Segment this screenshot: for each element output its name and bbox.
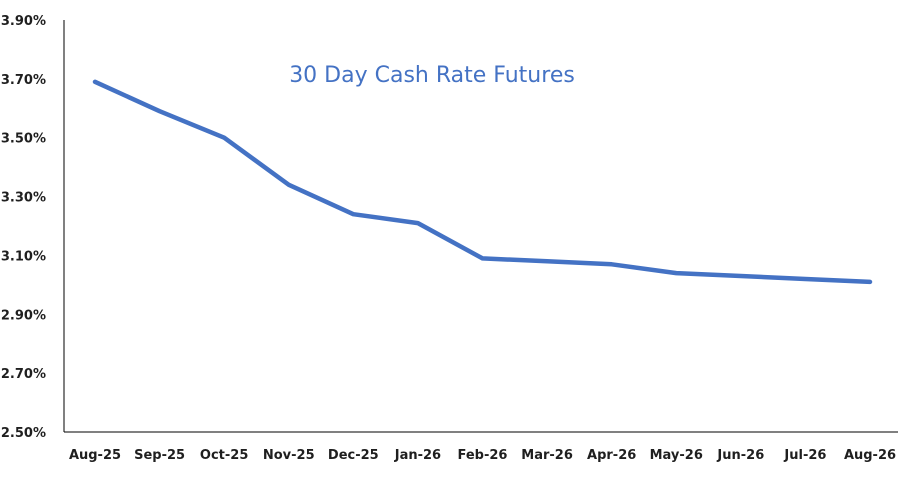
x-tick-label: Aug-26 bbox=[844, 448, 896, 463]
y-tick-labels: 2.50% 2.70% 2.90% 3.10% 3.30% 3.50% 3.70% 3.90% bbox=[1, 14, 46, 441]
x-tick-label: Jan-26 bbox=[394, 448, 441, 463]
y-tick-label: 3.30% bbox=[1, 191, 46, 206]
x-tick-label: Aug-25 bbox=[69, 448, 121, 463]
series-group bbox=[92, 79, 873, 285]
x-tick-label: Mar-26 bbox=[521, 448, 573, 463]
y-tick-label: 2.50% bbox=[1, 426, 46, 441]
y-tick-label: 3.90% bbox=[1, 14, 46, 29]
x-tick-label: Jun-26 bbox=[716, 448, 764, 463]
x-tick-label: Nov-25 bbox=[263, 448, 315, 463]
x-tick-label: May-26 bbox=[650, 448, 703, 463]
chart-title: 30 Day Cash Rate Futures bbox=[289, 63, 575, 88]
x-tick-label: Dec-25 bbox=[328, 448, 379, 463]
y-tick-label: 2.70% bbox=[1, 367, 46, 382]
series-line bbox=[92, 79, 873, 285]
y-tick-label: 3.10% bbox=[1, 249, 46, 264]
x-tick-label: Jul-26 bbox=[783, 448, 826, 463]
x-tick-label: Feb-26 bbox=[458, 448, 508, 463]
y-tick-label: 3.70% bbox=[1, 73, 46, 88]
x-tick-label: Sep-25 bbox=[134, 448, 185, 463]
y-tick-label: 3.50% bbox=[1, 132, 46, 147]
axes bbox=[63, 20, 898, 433]
x-tick-labels: Aug-25 Sep-25 Oct-25 Nov-25 Dec-25 Jan-26 Feb-… bbox=[69, 448, 896, 463]
x-tick-label: Apr-26 bbox=[587, 448, 636, 463]
y-tick-label: 2.90% bbox=[1, 308, 46, 323]
x-tick-label: Oct-25 bbox=[200, 448, 248, 463]
